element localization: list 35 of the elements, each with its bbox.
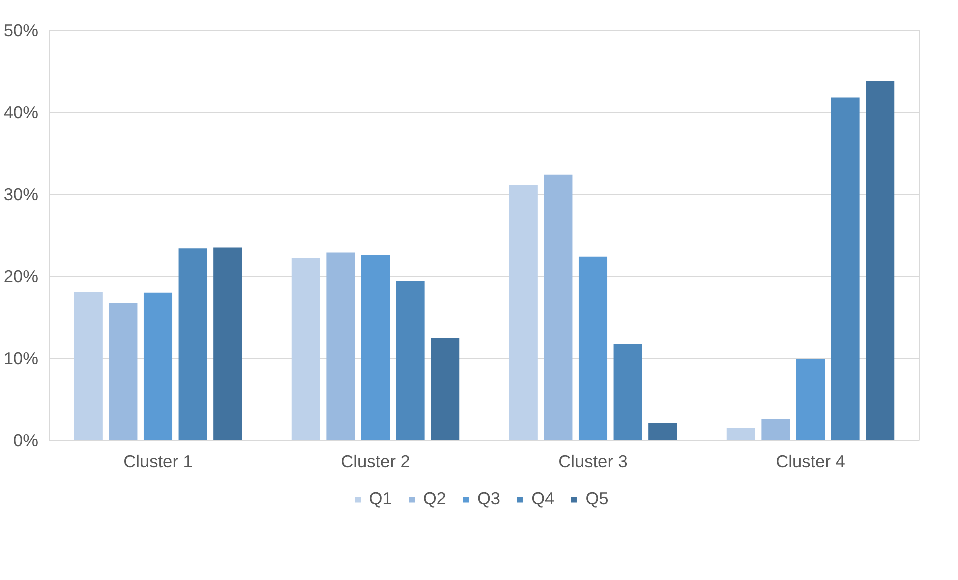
bar xyxy=(796,359,826,440)
y-tick-label: 30% xyxy=(4,184,39,204)
x-tick-label: Cluster 1 xyxy=(124,452,193,472)
bar xyxy=(292,258,320,440)
bar xyxy=(726,428,756,440)
y-tick-label: 0% xyxy=(13,430,38,450)
bar xyxy=(762,419,790,440)
bar xyxy=(509,185,538,440)
bar xyxy=(866,81,895,440)
y-tick-label: 10% xyxy=(4,348,39,368)
bar xyxy=(431,338,460,440)
y-tick-label: 40% xyxy=(4,102,39,122)
bar xyxy=(578,256,608,440)
bar xyxy=(326,252,356,440)
bar xyxy=(361,255,390,440)
bar xyxy=(831,98,860,440)
x-tick-label: Cluster 4 xyxy=(776,452,846,472)
bar xyxy=(648,423,678,440)
legend-label: Q2 xyxy=(423,488,446,510)
bar xyxy=(614,344,642,440)
bar xyxy=(544,174,573,440)
bar xyxy=(144,292,173,440)
legend-label: Q3 xyxy=(477,488,501,510)
bar xyxy=(396,281,425,440)
bar xyxy=(214,248,242,440)
bar xyxy=(74,292,103,440)
legend-label: Q1 xyxy=(369,488,392,510)
legend-label: Q4 xyxy=(532,488,555,510)
bar xyxy=(178,248,208,440)
x-tick-label: Cluster 3 xyxy=(558,452,628,472)
y-tick-label: 50% xyxy=(4,20,39,40)
x-tick-label: Cluster 2 xyxy=(341,452,410,472)
bar xyxy=(109,304,138,440)
y-tick-label: 20% xyxy=(4,266,39,286)
legend-label: Q5 xyxy=(586,488,609,510)
